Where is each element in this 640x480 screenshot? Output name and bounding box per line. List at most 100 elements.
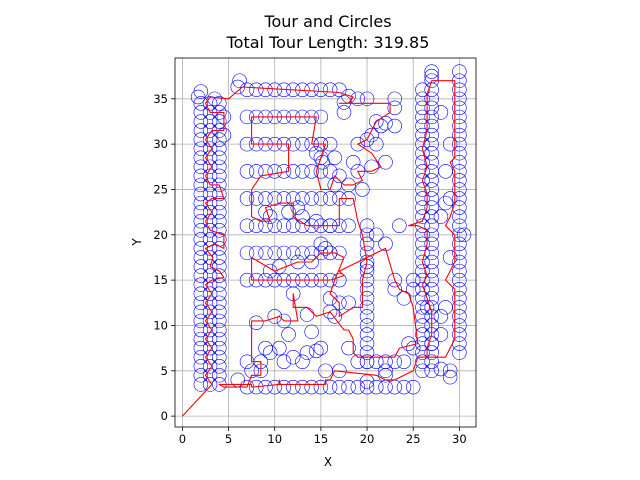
circle-point <box>419 300 435 315</box>
circle-point <box>239 218 255 233</box>
circle-point <box>281 327 296 342</box>
circle-point <box>276 354 292 369</box>
circle-point <box>415 300 430 315</box>
circle-point <box>364 159 379 175</box>
circle-point <box>438 195 453 211</box>
x-tick-label: 5 <box>225 432 232 446</box>
y-tick-label: 25 <box>153 182 168 196</box>
circle-point <box>452 309 467 324</box>
circle-point <box>193 259 209 274</box>
circle-point <box>239 82 255 97</box>
circle-point <box>285 245 301 261</box>
circle-point <box>415 363 430 379</box>
chart-title-line2: Total Tour Length: 319.85 <box>226 33 430 52</box>
circle-point <box>424 191 439 206</box>
circle-point <box>258 379 273 395</box>
circle-point <box>322 304 338 320</box>
circle-point <box>202 322 218 338</box>
circle-point <box>433 309 449 324</box>
y-tick-label: 10 <box>153 318 168 332</box>
circle-point <box>452 327 467 342</box>
circle-point <box>202 268 218 283</box>
circle-point <box>415 173 430 188</box>
circle-point <box>424 227 439 243</box>
circle-point <box>359 227 375 243</box>
circle-point <box>193 250 209 265</box>
circle-point <box>212 159 227 175</box>
circle-point <box>249 379 264 395</box>
circle-point <box>415 118 430 134</box>
circle-point <box>401 336 416 351</box>
circle-point <box>350 379 366 395</box>
circle-point <box>341 340 356 356</box>
circle-point <box>193 177 209 193</box>
circle-point <box>350 354 366 369</box>
circle-point <box>212 150 227 165</box>
circle-point <box>290 200 306 215</box>
circle-point <box>202 259 218 274</box>
circle-point <box>424 68 439 84</box>
circle-point <box>332 363 347 379</box>
circle-point <box>387 91 402 107</box>
circle-point <box>378 363 393 379</box>
circle-point <box>212 368 227 383</box>
circle-point <box>281 204 296 220</box>
circle-point <box>309 213 324 229</box>
circle-point <box>212 213 227 229</box>
circle-point <box>341 177 356 193</box>
circle-point <box>452 245 467 261</box>
circle-point <box>309 343 324 359</box>
circle-point <box>193 150 209 165</box>
circle-point <box>364 127 379 143</box>
circle-point <box>202 340 218 356</box>
circle-point <box>267 309 282 324</box>
circle-point <box>207 91 222 107</box>
circle-point <box>193 84 209 99</box>
circle-point <box>433 327 449 342</box>
circle-point <box>212 168 227 184</box>
x-tick-label: 25 <box>406 432 421 446</box>
circle-point <box>424 209 439 224</box>
circle-point <box>452 100 467 116</box>
circle-point <box>304 245 319 261</box>
circle-point <box>336 105 352 120</box>
circle-point <box>369 379 384 395</box>
circle-point <box>424 118 439 134</box>
circle-point <box>415 191 430 206</box>
circle-point <box>193 204 209 220</box>
circle-point <box>212 286 227 301</box>
y-tick-label: 30 <box>153 137 168 151</box>
circles-series <box>190 64 472 395</box>
circle-point <box>249 315 264 330</box>
circle-point <box>322 164 338 179</box>
circle-point <box>212 114 227 129</box>
circle-point <box>438 300 453 315</box>
circle-point <box>212 295 227 311</box>
circle-point <box>387 272 402 288</box>
circle-point <box>327 150 342 165</box>
circle-point <box>304 191 319 206</box>
circle-point <box>442 363 458 379</box>
circle-point <box>193 168 209 184</box>
circle-point <box>193 268 209 283</box>
circle-point <box>249 191 264 206</box>
circle-point <box>424 155 439 170</box>
circle-point <box>405 281 421 297</box>
circle-point <box>405 340 421 356</box>
circle-point <box>193 368 209 383</box>
circle-point <box>359 327 375 342</box>
circle-point <box>359 345 375 360</box>
circle-point <box>359 132 375 147</box>
circle-point <box>359 281 375 297</box>
circle-point <box>415 209 430 224</box>
circle-point <box>313 340 329 356</box>
circle-point <box>424 127 439 143</box>
circle-point <box>299 345 315 360</box>
circle-point <box>442 250 458 265</box>
circle-point <box>244 363 259 379</box>
circle-point <box>452 82 467 97</box>
circle-point <box>202 377 218 392</box>
circle-point <box>396 354 412 369</box>
circle-point <box>415 263 430 279</box>
